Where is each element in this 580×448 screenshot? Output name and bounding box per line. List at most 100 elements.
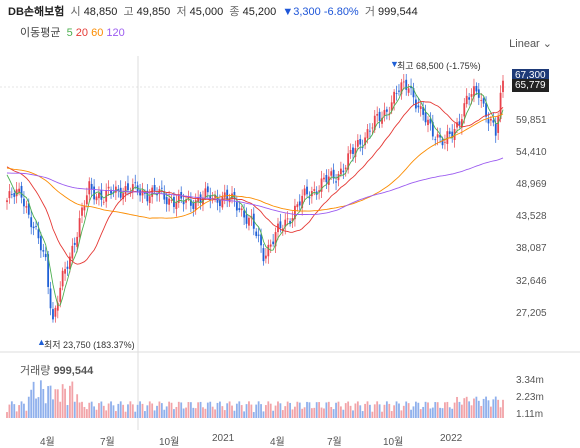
volume-bar: [204, 408, 207, 418]
volume-bar: [134, 411, 137, 418]
volume-bar: [427, 402, 429, 418]
volume-bar: [364, 403, 366, 418]
volume-bar: [6, 412, 8, 418]
candle-body: [502, 80, 504, 93]
volume-bar: [61, 384, 64, 418]
volume-bar: [144, 411, 146, 418]
volume-tick: 2.23m: [516, 392, 544, 403]
candle-body: [313, 189, 316, 191]
candle-body: [127, 183, 129, 191]
candle-body: [335, 181, 337, 183]
candle-body: [168, 198, 171, 205]
candle-body: [385, 109, 388, 112]
volume-bar: [499, 407, 502, 418]
volume-bar: [122, 404, 125, 418]
candle-body: [301, 195, 304, 208]
volume-bar: [274, 405, 277, 418]
volume-bar: [383, 404, 386, 418]
volume-bar: [407, 403, 410, 418]
candle-body: [470, 94, 473, 97]
volume-bar: [88, 402, 91, 418]
volume-bar: [390, 411, 393, 418]
candle-body: [499, 92, 502, 119]
volume-bar: [124, 411, 127, 418]
volume-bar: [395, 401, 398, 418]
candle-body: [303, 188, 306, 196]
volume-bar: [284, 406, 287, 418]
candle-body: [330, 171, 333, 176]
volume-bar: [267, 401, 270, 418]
volume-bar: [291, 409, 294, 418]
scale-selector[interactable]: Linear ⌄: [509, 37, 552, 50]
candle-body: [260, 234, 262, 246]
candle-body: [267, 244, 270, 257]
volume-bar: [298, 402, 301, 418]
volume-bar: [228, 401, 231, 418]
volume-bar: [306, 401, 308, 418]
volume-bar: [112, 405, 115, 418]
ma-5-line: [6, 85, 504, 306]
x-axis-label: 2022: [440, 433, 463, 444]
candle-body: [93, 186, 96, 200]
moving-average-legend[interactable]: 이동평균 5 20 60 120: [20, 24, 125, 40]
volume-bar: [64, 388, 66, 418]
candle-body: [308, 197, 311, 199]
candle-body: [393, 91, 396, 104]
volume-bar: [47, 386, 50, 418]
candle-body: [185, 199, 187, 203]
candle-body: [44, 253, 47, 258]
price-tick: 32,646: [516, 276, 547, 287]
volume-bar: [398, 403, 400, 418]
volume-bar: [168, 401, 171, 418]
volume-bar: [352, 410, 354, 418]
candle-body: [352, 147, 354, 154]
volume-bar: [429, 408, 432, 418]
candle-body: [485, 103, 487, 117]
volume-bar: [78, 402, 81, 418]
volume-bar: [141, 403, 144, 418]
volume-bar: [233, 410, 236, 418]
candle-body: [187, 196, 190, 199]
volume-bar: [405, 401, 408, 418]
candle-body: [59, 287, 62, 302]
candle-body: [219, 199, 221, 206]
candle-body: [177, 194, 180, 203]
volume-bar: [180, 402, 183, 418]
candle-body: [192, 203, 195, 209]
volume-bar: [460, 404, 463, 418]
volume-bar: [27, 396, 30, 418]
volume-bar: [73, 401, 76, 418]
volume-bar: [37, 397, 40, 418]
volume-bar: [235, 403, 238, 418]
candle-body: [465, 95, 468, 105]
candle-body: [458, 121, 461, 125]
volume-bar: [434, 402, 437, 418]
candle-body: [98, 193, 100, 199]
high-label: 고: [123, 6, 134, 18]
candle-body: [144, 192, 146, 194]
volume-bar: [54, 389, 57, 418]
volume-bar: [209, 401, 212, 418]
candle-body: [124, 186, 127, 195]
volume-bar: [252, 412, 255, 418]
candle-body: [284, 219, 287, 227]
volume-bar: [175, 406, 178, 418]
close-label: 종: [229, 6, 240, 18]
volume-bar: [310, 408, 313, 418]
volume-bar: [320, 407, 323, 418]
volume-bar: [400, 410, 403, 418]
volume-bar: [339, 406, 342, 418]
volume-bar: [177, 401, 180, 418]
volume-bar: [349, 405, 352, 418]
volume-bar: [100, 401, 103, 418]
volume-bar: [255, 404, 258, 418]
candle-body: [209, 195, 212, 201]
candle-body: [112, 191, 115, 194]
candle-body: [107, 186, 110, 189]
volume-bar: [277, 401, 279, 418]
volume-bar: [15, 411, 18, 418]
candle-body: [102, 201, 105, 203]
volume-bar: [32, 381, 35, 418]
volume-bar: [463, 398, 466, 418]
